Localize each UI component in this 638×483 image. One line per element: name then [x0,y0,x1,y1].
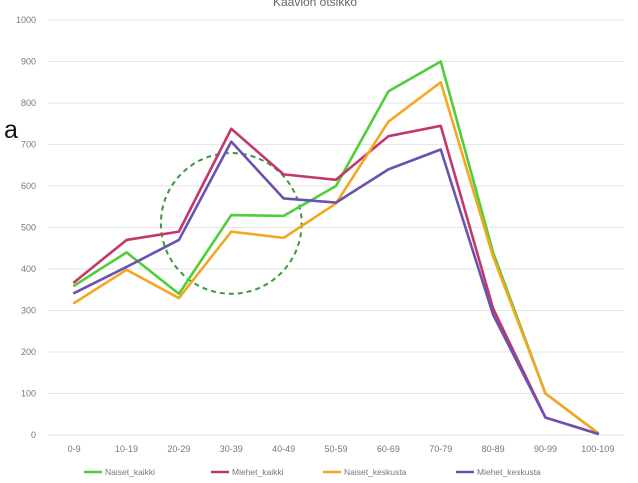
series-line [72,60,600,435]
y-tick-label: 200 [21,347,36,357]
series-line [72,124,600,436]
x-tick-label: 100-109 [581,444,614,454]
series-lines [72,60,600,436]
y-tick-label: 500 [21,223,36,233]
x-tick-label: 90-99 [534,444,557,454]
y-tick-label: 400 [21,264,36,274]
legend: Naiset_kaikki Miehet_kaikki Naiset_keskust… [84,467,541,477]
chart-title: Kaavion otsikko [273,0,357,9]
x-tick-label: 10-19 [115,444,138,454]
x-tick-label: 70-79 [429,444,452,454]
y-tick-label: 600 [21,181,36,191]
x-tick-label: 40-49 [272,444,295,454]
y-tick-label: 1000 [16,15,36,25]
y-axis-ticks: 0 100 200 300 400 500 600 700 800 900 1000 [16,15,36,440]
x-axis-ticks: 0-9 10-19 20-29 30-39 40-49 50-59 60-69 70-79 80… [68,444,615,454]
series-line [72,140,600,436]
legend-label: Naiset_kaikki [105,467,155,477]
grid-lines [48,19,624,436]
dashed-circle-annotation [159,152,303,295]
legend-label: Miehet_kaikki [232,467,284,477]
y-tick-label: 900 [21,57,36,67]
y-tick-label: 100 [21,389,36,399]
x-tick-label: 80-89 [482,444,505,454]
highlight-annotation [159,152,303,295]
x-tick-label: 20-29 [167,444,190,454]
x-tick-label: 30-39 [220,444,243,454]
y-tick-label: 300 [21,306,36,316]
stray-letter: a [4,116,18,144]
x-tick-label: 0-9 [68,444,81,454]
x-tick-label: 60-69 [377,444,400,454]
legend-label: Naiset_keskusta [344,467,407,477]
x-tick-label: 50-59 [324,444,347,454]
series-line [72,80,600,435]
y-tick-label: 0 [31,430,36,440]
legend-label: Miehet_keskusta [477,467,541,477]
y-tick-label: 700 [21,140,36,150]
y-tick-label: 800 [21,98,36,108]
